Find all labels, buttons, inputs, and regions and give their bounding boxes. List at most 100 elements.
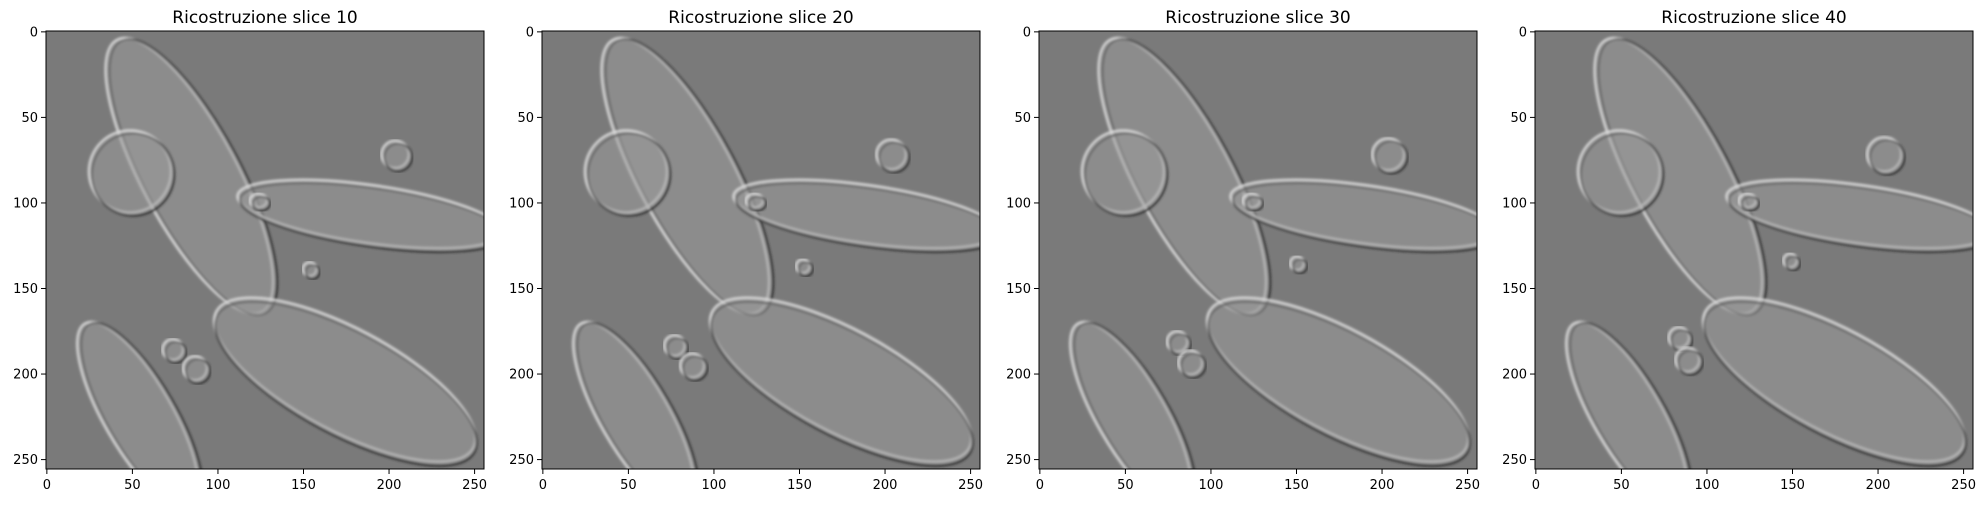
panel-slice-10: Ricostruzione slice 10 0 0 50 50 100 100 150 150… xyxy=(13,8,487,493)
axes-frame xyxy=(1038,30,1478,470)
y-tick-label: 50 xyxy=(1014,111,1031,126)
blob-center xyxy=(1241,192,1264,212)
y-tick-label: 200 xyxy=(13,368,38,383)
blob-lower-2 xyxy=(1177,349,1207,379)
y-tick-label: 250 xyxy=(1502,453,1527,468)
blob-center xyxy=(1737,192,1760,212)
y-tick-label: 0 xyxy=(30,25,38,40)
circle-left xyxy=(87,129,176,217)
reconstruction-image xyxy=(1535,31,1973,469)
x-tick-label: 50 xyxy=(124,478,141,493)
reconstruction-image xyxy=(542,31,980,469)
y-tick-label: 200 xyxy=(1006,368,1031,383)
y-tick-label: 250 xyxy=(1006,453,1031,468)
x-tick-label: 50 xyxy=(620,478,637,493)
y-tick-label: 150 xyxy=(509,282,534,297)
blob-small-right xyxy=(794,258,814,278)
ellipse-lower-right xyxy=(1205,296,1471,467)
y-tick-label: 50 xyxy=(1510,111,1527,126)
y-tick-label: 250 xyxy=(13,453,38,468)
ellipse-right xyxy=(732,178,980,253)
x-tick-label: 50 xyxy=(1613,478,1630,493)
blob-upper-right xyxy=(875,138,911,174)
y-tick-label: 100 xyxy=(1502,196,1527,211)
reconstruction-image xyxy=(46,31,484,469)
reconstruction-image xyxy=(1039,31,1477,469)
y-tick-label: 150 xyxy=(1006,282,1031,297)
y-tick-label: 150 xyxy=(13,282,38,297)
y-tick-label: 100 xyxy=(509,196,534,211)
panel-slice-40: Ricostruzione slice 40 0 0 50 50 100 100 150 150… xyxy=(1502,8,1976,493)
x-tick-label: 100 xyxy=(206,478,231,493)
blob-lower-2 xyxy=(678,352,709,382)
ellipse-lower-left xyxy=(1069,320,1197,469)
panel-title: Ricostruzione slice 10 xyxy=(172,8,357,28)
y-tick-label: 200 xyxy=(1502,368,1527,383)
blob-lower-1 xyxy=(1667,325,1694,352)
blob-lower-2 xyxy=(1674,346,1704,376)
blob-small-right xyxy=(301,260,321,280)
blob-lower-1 xyxy=(161,337,188,364)
x-tick-label: 0 xyxy=(539,478,547,493)
x-tick-label: 200 xyxy=(873,478,898,493)
panel-slice-20: Ricostruzione slice 20 0 0 50 50 100 100 150 150… xyxy=(509,8,983,493)
x-tick-label: 100 xyxy=(1695,478,1720,493)
x-tick-label: 250 xyxy=(958,478,983,493)
blob-upper-right xyxy=(380,139,413,173)
ellipse-lower-right xyxy=(708,296,974,467)
y-tick-label: 0 xyxy=(526,25,534,40)
x-tick-label: 250 xyxy=(1951,478,1976,493)
x-tick-label: 150 xyxy=(1284,478,1309,493)
axes-frame xyxy=(45,30,485,470)
panel-slice-30: Ricostruzione slice 30 0 0 50 50 100 100 150 150… xyxy=(1006,8,1480,493)
x-tick-label: 0 xyxy=(43,478,51,493)
x-tick-label: 0 xyxy=(1532,478,1540,493)
y-tick-label: 200 xyxy=(509,368,534,383)
blob-small-right xyxy=(1288,255,1308,275)
y-tick-label: 50 xyxy=(517,111,534,126)
ellipse-lower-left xyxy=(572,320,700,469)
blob-center xyxy=(744,192,767,212)
x-tick-label: 50 xyxy=(1117,478,1134,493)
panel-title: Ricostruzione slice 30 xyxy=(1165,8,1350,28)
x-tick-label: 200 xyxy=(1866,478,1891,493)
y-tick-label: 50 xyxy=(21,111,38,126)
circle-left xyxy=(1576,129,1665,217)
x-tick-label: 150 xyxy=(1780,478,1805,493)
y-tick-label: 100 xyxy=(13,196,38,211)
blob-center xyxy=(248,192,271,212)
x-tick-label: 100 xyxy=(1199,478,1224,493)
blob-lower-1 xyxy=(1165,329,1192,356)
ellipse-lower-right xyxy=(212,296,478,467)
panel-title: Ricostruzione slice 20 xyxy=(668,8,853,28)
x-tick-label: 200 xyxy=(377,478,402,493)
axes-frame xyxy=(1534,30,1974,470)
x-tick-label: 100 xyxy=(702,478,727,493)
y-tick-label: 250 xyxy=(509,453,534,468)
axes-frame xyxy=(541,30,981,470)
x-tick-label: 0 xyxy=(1036,478,1044,493)
blob-small-right xyxy=(1782,252,1801,272)
blob-lower-1 xyxy=(663,333,689,360)
y-tick-label: 100 xyxy=(1006,196,1031,211)
ellipse-right xyxy=(1229,178,1477,253)
ellipse-right xyxy=(236,178,484,253)
x-tick-label: 150 xyxy=(291,478,316,493)
blob-upper-right xyxy=(1371,137,1409,175)
ellipse-lower-left xyxy=(76,320,204,469)
x-tick-label: 250 xyxy=(462,478,487,493)
ellipse-right xyxy=(1725,178,1973,253)
circle-left xyxy=(1080,129,1169,217)
blob-upper-right xyxy=(1865,136,1906,176)
blob-lower-2 xyxy=(181,355,212,385)
y-tick-label: 0 xyxy=(1023,25,1031,40)
x-tick-label: 200 xyxy=(1370,478,1395,493)
y-tick-label: 0 xyxy=(1519,25,1527,40)
x-tick-label: 250 xyxy=(1455,478,1480,493)
y-tick-label: 150 xyxy=(1502,282,1527,297)
x-tick-label: 150 xyxy=(787,478,812,493)
ellipse-lower-right xyxy=(1701,296,1967,467)
circle-left xyxy=(583,129,672,217)
panel-title: Ricostruzione slice 40 xyxy=(1661,8,1846,28)
